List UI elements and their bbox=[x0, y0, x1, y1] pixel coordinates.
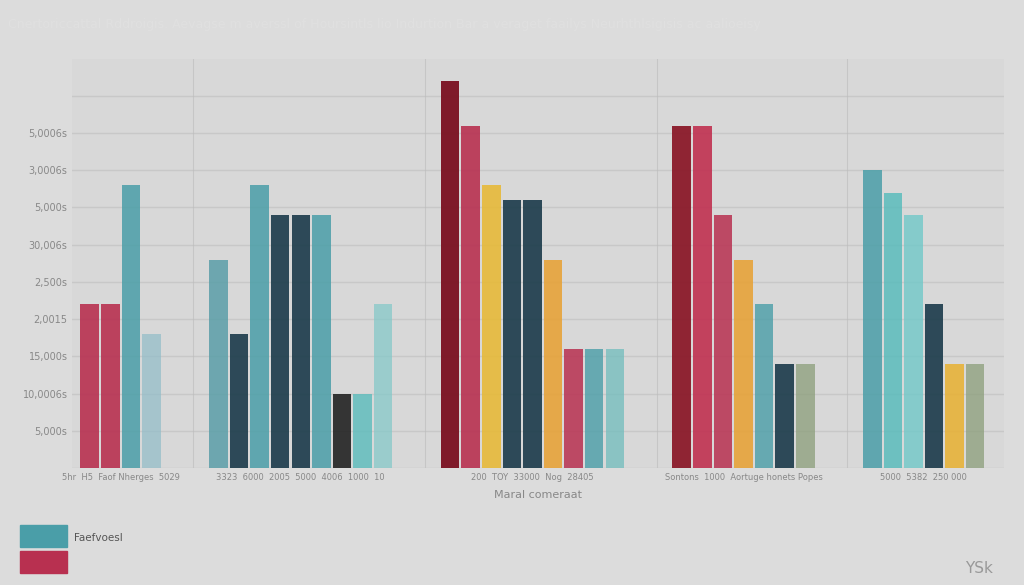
Bar bbox=[693, 126, 712, 468]
Bar bbox=[523, 200, 542, 468]
Bar bbox=[482, 185, 501, 468]
Bar bbox=[142, 334, 161, 468]
Bar bbox=[440, 81, 460, 468]
Bar bbox=[884, 192, 902, 468]
Bar bbox=[209, 260, 227, 468]
Bar bbox=[20, 551, 67, 573]
Bar bbox=[353, 394, 372, 468]
Bar bbox=[81, 304, 99, 468]
Bar bbox=[714, 215, 732, 468]
Bar bbox=[966, 364, 984, 468]
Bar bbox=[271, 215, 290, 468]
Bar bbox=[374, 304, 392, 468]
Bar bbox=[122, 185, 140, 468]
Bar bbox=[734, 260, 753, 468]
Bar bbox=[503, 200, 521, 468]
Bar bbox=[564, 349, 583, 468]
Bar bbox=[312, 215, 331, 468]
Bar bbox=[945, 364, 964, 468]
Text: Faefvoesl: Faefvoesl bbox=[74, 533, 123, 543]
Bar bbox=[229, 334, 248, 468]
Bar bbox=[250, 185, 269, 468]
Bar bbox=[775, 364, 794, 468]
Bar bbox=[605, 349, 624, 468]
Bar bbox=[673, 126, 691, 468]
Bar bbox=[925, 304, 943, 468]
Bar bbox=[585, 349, 603, 468]
Bar bbox=[101, 304, 120, 468]
Text: YSk: YSk bbox=[966, 561, 993, 576]
Bar bbox=[755, 304, 773, 468]
Bar bbox=[796, 364, 814, 468]
Bar bbox=[904, 215, 923, 468]
Bar bbox=[462, 126, 480, 468]
Bar bbox=[20, 525, 67, 547]
Bar bbox=[333, 394, 351, 468]
X-axis label: Maral comeraat: Maral comeraat bbox=[494, 490, 582, 500]
Text: Cnertoriccattal Rddroigis. Aevagse m averssl of Hoursintls lio Indurtion Bar a v: Cnertoriccattal Rddroigis. Aevagse m ave… bbox=[8, 18, 761, 32]
Bar bbox=[544, 260, 562, 468]
Bar bbox=[292, 215, 310, 468]
Bar bbox=[863, 170, 882, 468]
